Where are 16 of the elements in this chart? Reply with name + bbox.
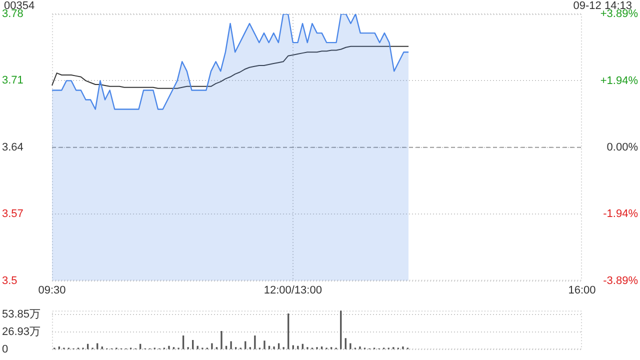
x-tick-label: 16:00	[568, 284, 596, 296]
y2-tick-label: 0.00%	[606, 141, 638, 154]
y2-tick-label: -3.89%	[603, 274, 638, 287]
x-tick-label: 12:00/13:00	[264, 284, 322, 296]
y-tick-label: 26.93万	[2, 326, 41, 338]
y-tick-label: 3.57	[2, 208, 24, 220]
y-tick-label: 53.85万	[2, 308, 41, 321]
y-tick-label: 3.64	[2, 141, 24, 154]
x-tick-label: 09:30	[38, 284, 66, 296]
y2-tick-label: +3.89%	[600, 8, 638, 20]
y2-tick-label: +1.94%	[600, 74, 638, 87]
y-tick-label: 3.71	[2, 74, 24, 87]
y-tick-label: 3.5	[2, 274, 18, 287]
y-tick-label: 0	[2, 343, 8, 356]
y-tick-label: 3.78	[2, 8, 24, 20]
y2-tick-label: -1.94%	[603, 208, 638, 220]
